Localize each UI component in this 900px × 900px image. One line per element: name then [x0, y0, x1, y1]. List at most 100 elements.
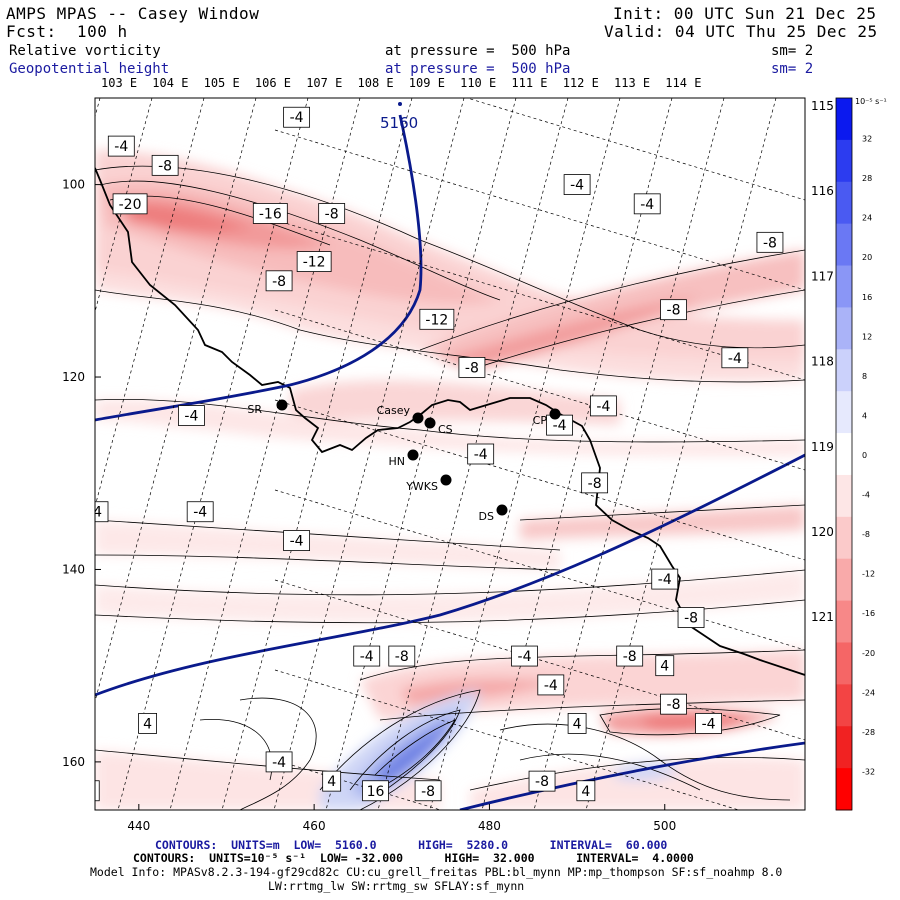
colorbar-swatch: [836, 474, 852, 518]
colorbar-tick-label: -16: [862, 609, 875, 618]
colorbar-tick-label: 16: [862, 293, 872, 302]
longitude-label: 109 E: [408, 76, 445, 90]
colorbar-swatch: [836, 98, 852, 141]
vorticity-label: -4: [589, 395, 617, 417]
svg-text:CP: CP: [533, 414, 548, 427]
colorbar-tick-label: 12: [862, 332, 872, 341]
vorticity-label: -12: [296, 251, 332, 272]
vorticity-label: -4: [511, 645, 538, 667]
svg-text:-16: -16: [259, 206, 282, 222]
svg-text:-4: -4: [272, 755, 286, 771]
field1-level: at pressure = 500 hPa: [385, 43, 571, 59]
station-cp: CP: [533, 408, 561, 427]
colorbar-swatch: [836, 684, 852, 727]
footer-contours-vorticity: CONTOURS: UNITS=10⁻⁵ s⁻¹ LOW= -32.000 HI…: [133, 851, 694, 865]
colorbar-swatch: [836, 307, 852, 350]
vorticity-label: -4: [178, 405, 205, 426]
svg-text:-20: -20: [119, 197, 142, 213]
footer-model-info-2: LW:rrtmg_lw SW:rrtmg_sw SFLAY:sf_mynn: [268, 879, 525, 893]
svg-text:-4: -4: [474, 447, 488, 463]
init-time: Init: 00 UTC Sun 21 Dec 25: [613, 4, 877, 23]
vorticity-label: -8: [756, 231, 784, 253]
colorbar-swatch: [836, 726, 852, 769]
vorticity-label: -4: [467, 443, 495, 465]
svg-text:DS: DS: [479, 510, 494, 523]
x-tick-label: 440: [127, 819, 150, 833]
plot-frame: [94, 97, 806, 811]
colorbar-swatch: [836, 600, 852, 643]
vorticity-contours: [95, 165, 805, 810]
colorbar-tick-label: -4: [862, 491, 870, 500]
station-cs: CS: [424, 417, 453, 436]
colorbar-swatch: [836, 433, 852, 476]
svg-text:-8: -8: [667, 303, 681, 319]
svg-text:4: 4: [573, 716, 582, 732]
svg-text:16: 16: [367, 784, 385, 800]
longitude-label: 113 E: [614, 76, 651, 90]
vorticity-label: -8: [388, 645, 416, 667]
colorbar-tick-label: -8: [862, 530, 870, 539]
x-axis: 440 460 480 500: [127, 804, 676, 833]
vorticity-label: -20: [112, 193, 148, 215]
svg-text:4: 4: [581, 784, 590, 800]
vorticity-label: -8: [151, 154, 179, 176]
x-tick-label: 460: [303, 819, 326, 833]
longitude-label: 108 E: [357, 76, 394, 90]
station-ds: DS: [479, 504, 508, 523]
colorbar-tick-label: -20: [862, 649, 875, 658]
field2-level: at pressure = 500 hPa: [385, 61, 571, 77]
vorticity-label: -8: [660, 299, 687, 321]
svg-text:CS: CS: [438, 423, 453, 436]
svg-text:-4: -4: [544, 678, 558, 694]
colorbar-swatch: [836, 181, 852, 225]
y-tick-label: 100: [62, 178, 85, 192]
station-sr: SR: [247, 399, 288, 416]
svg-text:-8: -8: [667, 697, 681, 713]
vorticity-label: -4: [633, 193, 661, 215]
svg-text:-8: -8: [421, 784, 435, 800]
svg-text:-8: -8: [588, 476, 602, 492]
station-casey: Casey: [377, 404, 424, 424]
svg-text:-4: -4: [728, 351, 742, 367]
y-tick-label: 120: [62, 370, 85, 384]
svg-text:-4: -4: [290, 110, 304, 126]
colorbar-tick-label: 20: [862, 253, 872, 262]
vorticity-label: -4: [107, 135, 135, 157]
vorticity-label: -16: [252, 203, 288, 224]
vorticity-label: -8: [528, 770, 556, 792]
colorbar-tick-label: 0: [862, 451, 867, 460]
colorbar-tick-label: -28: [862, 728, 875, 737]
forecast-hour: Fcst: 100 h: [6, 22, 128, 41]
svg-text:-8: -8: [325, 206, 339, 222]
field1-name: Relative vorticity: [9, 43, 161, 59]
svg-text:-12: -12: [425, 312, 448, 328]
vorticity-label: -8: [581, 472, 609, 494]
vorticity-label: -8: [660, 693, 687, 715]
colorbar-tick-label: -24: [862, 688, 875, 697]
vorticity-label: -12: [419, 308, 455, 330]
field2-smoothing: sm= 2: [771, 61, 814, 77]
footer-contours-height: CONTOURS: UNITS=m LOW= 5160.0 HIGH= 5280…: [155, 838, 668, 852]
svg-text:-8: -8: [684, 611, 698, 627]
longitude-label: 111 E: [511, 76, 548, 90]
vorticity-label: -4: [353, 645, 381, 667]
svg-text:-8: -8: [535, 774, 549, 790]
longitude-label: 114 E: [665, 76, 702, 90]
colorbar-swatch: [836, 223, 852, 267]
vorticity-label: -4: [563, 174, 591, 195]
svg-text:4: 4: [660, 659, 669, 675]
svg-text:-4: -4: [114, 139, 128, 155]
svg-text:-4: -4: [640, 197, 654, 213]
vorticity-label: -8: [414, 780, 442, 802]
svg-text:-4: -4: [596, 399, 610, 415]
field1-smoothing: sm= 2: [771, 43, 814, 59]
vorticity-label: 16: [362, 780, 389, 802]
field2-name: Geopotential height: [9, 61, 170, 77]
longitude-label: 110 E: [460, 76, 497, 90]
vorticity-label: -8: [677, 607, 705, 628]
colorbar-tick-label: 32: [862, 135, 872, 144]
longitude-label: 105 E: [203, 76, 240, 90]
svg-text:-4: -4: [88, 505, 102, 521]
svg-text:-8: -8: [158, 158, 172, 174]
colorbar-swatch: [836, 139, 852, 183]
